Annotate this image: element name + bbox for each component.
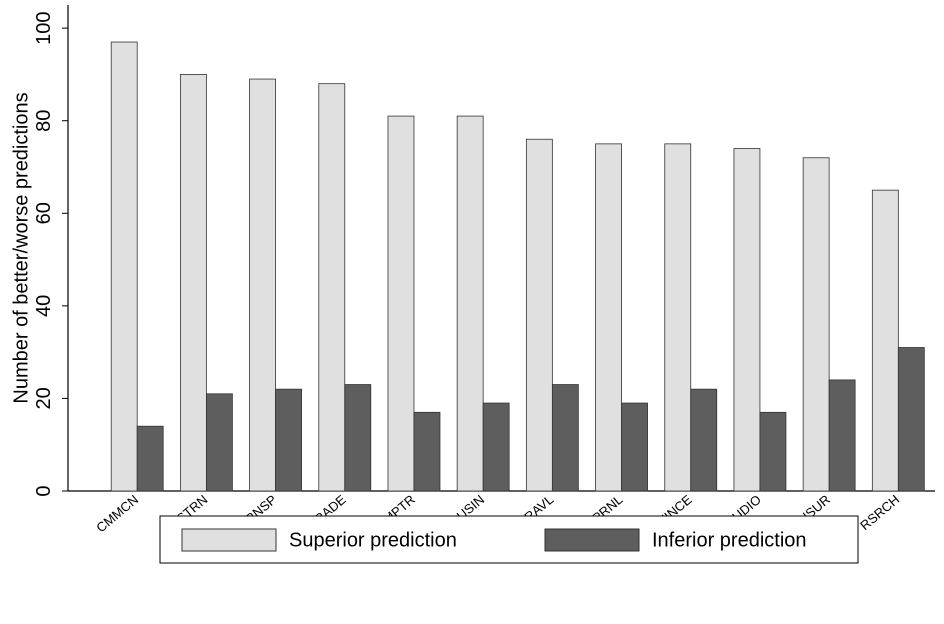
y-tick-label: 100 bbox=[33, 11, 55, 44]
legend-swatch bbox=[181, 528, 277, 552]
legend-label: Inferior prediction bbox=[652, 529, 807, 551]
y-tick-label: 20 bbox=[33, 387, 55, 409]
bar bbox=[802, 157, 830, 492]
bar bbox=[759, 411, 787, 492]
bar bbox=[205, 393, 233, 492]
bar bbox=[318, 83, 346, 492]
bar bbox=[897, 347, 925, 492]
legend-label: Superior prediction bbox=[289, 529, 457, 551]
bar bbox=[275, 388, 302, 492]
y-tick-label: 40 bbox=[33, 295, 55, 317]
bar bbox=[621, 402, 648, 492]
bar bbox=[179, 74, 207, 492]
bar bbox=[828, 379, 856, 492]
bar bbox=[344, 384, 372, 492]
bar bbox=[595, 143, 622, 492]
y-tick-label: 80 bbox=[33, 110, 55, 132]
bar bbox=[733, 148, 761, 492]
y-tick-label: 0 bbox=[33, 485, 55, 496]
bar bbox=[136, 425, 164, 492]
bar bbox=[249, 78, 276, 492]
bar bbox=[525, 138, 553, 492]
y-axis-label: Number of better/worse predictions bbox=[10, 92, 32, 403]
x-tick-label: CMMCN bbox=[93, 492, 141, 536]
bar bbox=[387, 115, 415, 492]
x-tick-label: RSRCH bbox=[857, 492, 902, 533]
legend-swatch bbox=[544, 528, 640, 552]
bar bbox=[482, 402, 510, 492]
bar bbox=[456, 115, 484, 492]
bar bbox=[871, 189, 899, 492]
y-tick-label: 60 bbox=[33, 202, 55, 224]
bar bbox=[690, 388, 718, 492]
bar bbox=[664, 143, 692, 492]
bar bbox=[551, 384, 579, 492]
bar bbox=[413, 411, 441, 492]
bar bbox=[110, 41, 138, 492]
